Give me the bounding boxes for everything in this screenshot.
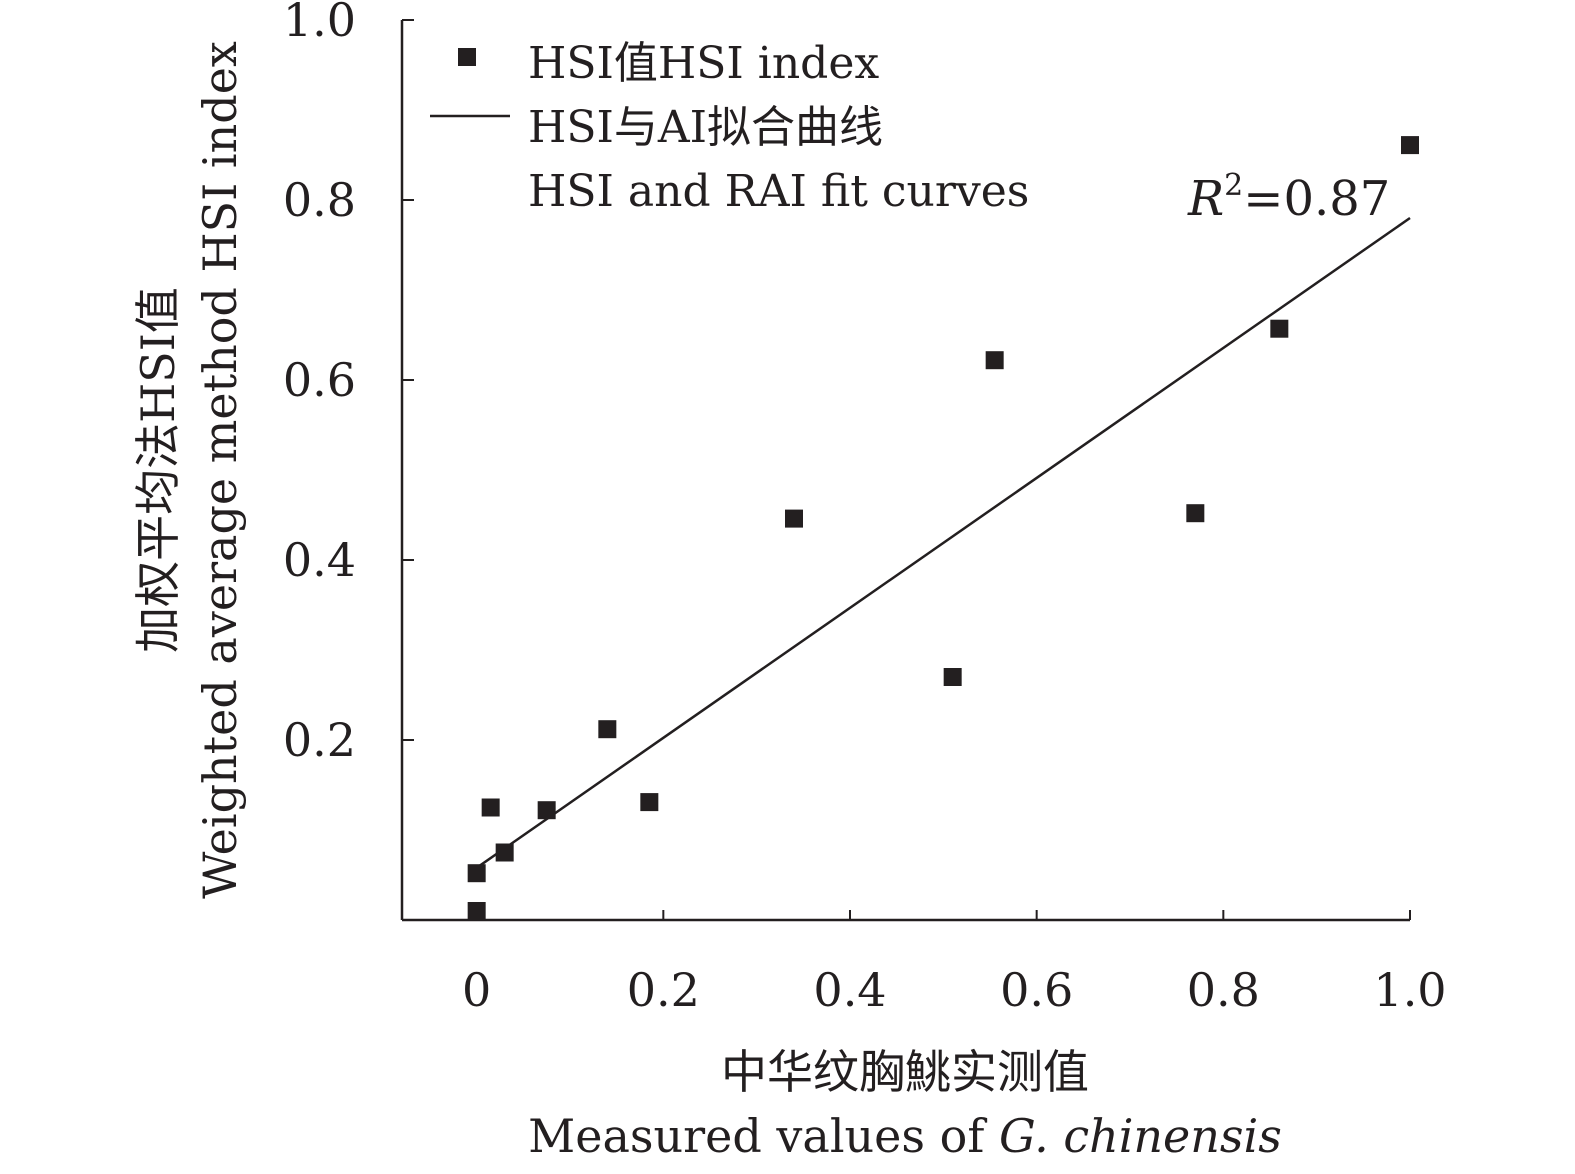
x-tick-label: 0 bbox=[462, 963, 491, 1017]
y-ticks: 0.2 0.4 0.6 0.8 1.0 bbox=[283, 0, 414, 767]
x-axis-title-en-italic: G. chinensis bbox=[999, 1109, 1282, 1163]
x-axis-title-en-plain: Measured values of bbox=[528, 1109, 999, 1163]
scatter-point bbox=[1401, 136, 1419, 155]
y-tick-label: 0.2 bbox=[283, 713, 356, 767]
legend-label-scatter: HSI值HSI index bbox=[528, 38, 879, 89]
marks bbox=[467, 136, 1419, 920]
scatter-point bbox=[1270, 319, 1289, 338]
y-tick-label: 0.4 bbox=[283, 533, 356, 587]
scatter-point bbox=[495, 843, 514, 862]
scatter-point bbox=[467, 864, 486, 883]
x-tick-label: 0.4 bbox=[813, 963, 886, 1017]
y-tick-label: 1.0 bbox=[283, 0, 356, 47]
fit-line bbox=[475, 216, 1411, 869]
scatter-point bbox=[598, 720, 617, 739]
y-tick-label: 0.6 bbox=[283, 353, 356, 407]
y-tick-label: 0.8 bbox=[283, 173, 356, 227]
r-squared-sup: 2 bbox=[1224, 168, 1243, 203]
x-axis-title-en: Measured values of G. chinensis bbox=[528, 1109, 1282, 1163]
scatter-point bbox=[537, 801, 556, 820]
r-squared-r: R bbox=[1187, 171, 1224, 227]
scatter-point bbox=[640, 793, 659, 812]
scatter-point bbox=[481, 798, 500, 817]
x-tick-label: 1.0 bbox=[1373, 963, 1446, 1017]
y-axis-title-cn: 加权平均法HSI值 bbox=[131, 287, 185, 653]
scatter-point bbox=[943, 668, 962, 686]
r-squared-annotation: R2=0.87 bbox=[1187, 168, 1390, 227]
legend-square-marker bbox=[458, 48, 476, 66]
legend-label-fit-line2: HSI and RAI fit curves bbox=[528, 166, 1029, 217]
scatter-point bbox=[467, 902, 486, 920]
x-tick-label: 0.8 bbox=[1187, 963, 1260, 1017]
x-tick-label: 0.6 bbox=[1000, 963, 1073, 1017]
legend: HSI值HSI index HSI与AI拟合曲线 HSI and RAI fit… bbox=[430, 38, 1029, 217]
x-axis-title-cn: 中华纹胸鮡实测值 bbox=[721, 1045, 1089, 1099]
legend-label-fit-line1: HSI与AI拟合曲线 bbox=[528, 102, 883, 153]
scatter-point bbox=[785, 509, 803, 528]
y-axis-title-en: Weighted average method HSI index bbox=[193, 41, 247, 899]
scatter-point bbox=[985, 351, 1004, 370]
x-tick-label: 0.2 bbox=[627, 963, 700, 1017]
r-squared-value: =0.87 bbox=[1243, 171, 1390, 227]
axes bbox=[400, 20, 1410, 922]
scatter-point bbox=[1186, 504, 1205, 523]
x-ticks: 0 0.2 0.4 0.6 0.8 1.0 bbox=[462, 910, 1447, 1017]
